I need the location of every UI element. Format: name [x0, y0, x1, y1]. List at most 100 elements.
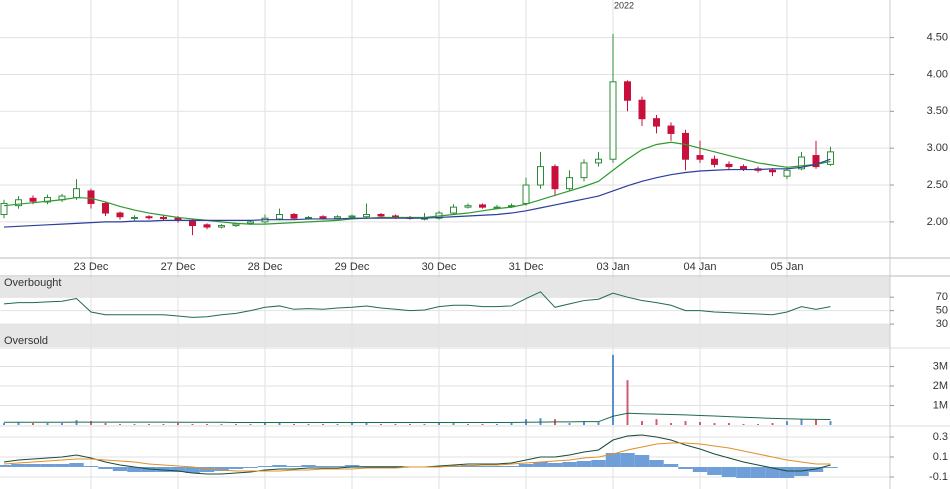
macd-histogram-bar: [0, 465, 12, 467]
volume-bar: [293, 424, 295, 425]
volume-bar: [670, 423, 672, 425]
oversold-label: Oversold: [4, 335, 48, 347]
year-label: 2022: [614, 0, 634, 10]
y-tick-label: 0.1: [933, 451, 948, 463]
y-tick-label: 0.3: [933, 431, 948, 443]
candle-body: [464, 205, 472, 208]
candle-body: [580, 162, 588, 179]
candle-body: [812, 155, 820, 168]
candle-body: [160, 216, 167, 219]
volume-bar: [496, 424, 498, 425]
candle-body: [44, 197, 51, 203]
volume-bar: [423, 424, 426, 425]
volume-bar: [510, 423, 513, 425]
candle-body: [522, 184, 530, 204]
volume-bar: [351, 423, 353, 425]
volume-bar: [612, 354, 614, 425]
candle-body: [348, 215, 356, 218]
macd-histogram-bar: [69, 463, 84, 467]
candle-body: [73, 188, 80, 199]
volume-bar: [568, 423, 571, 425]
macd-histogram-bar: [11, 464, 26, 467]
candle-body: [624, 81, 631, 101]
macd-histogram-bar: [214, 467, 229, 471]
macd-histogram-bar: [707, 467, 722, 475]
x-tick-label: 03 Jan: [596, 261, 629, 273]
candle-body: [29, 197, 37, 202]
macd-histogram-bar: [649, 460, 664, 467]
x-tick-label: 28 Dec: [248, 261, 283, 273]
candle-body: [450, 206, 457, 214]
volume-bar: [583, 421, 585, 425]
volume-bar: [61, 423, 63, 425]
y-tick-label: 2.00: [927, 216, 948, 228]
candle-body: [595, 158, 602, 164]
volume-bar: [655, 419, 658, 425]
candle-body: [218, 225, 225, 228]
overbought-band: [0, 277, 890, 297]
candle-body: [319, 216, 327, 219]
y-tick-label: -0.1: [929, 471, 948, 483]
volume-bar: [162, 424, 165, 425]
volume-bar: [597, 422, 600, 425]
volume-bar: [336, 424, 339, 425]
macd-histogram-bar: [634, 455, 650, 467]
x-tick-label: 30 Dec: [422, 261, 457, 273]
y-tick-label: 2M: [933, 380, 948, 392]
volume-bar: [133, 424, 136, 425]
volume-bar: [641, 421, 643, 425]
grid: [0, 0, 890, 489]
macd-histogram-bar: [228, 467, 244, 469]
oscillator-line: [3, 291, 831, 318]
volume-bar: [264, 423, 266, 425]
macd-histogram-bar: [750, 467, 766, 478]
volume-bar: [17, 422, 20, 425]
candle-body: [0, 202, 8, 216]
x-tick-label: 27 Dec: [161, 261, 196, 273]
volume-average-line: [4, 412, 831, 423]
macd-histogram-bar: [185, 467, 200, 473]
volume-bar: [438, 423, 440, 425]
macd-histogram-bar: [489, 466, 505, 467]
volume-bar: [119, 424, 121, 425]
macd-histogram-bar: [605, 453, 621, 467]
candle-body: [609, 81, 617, 160]
x-tick-label: 31 Dec: [509, 261, 544, 273]
candle-body: [102, 202, 109, 214]
candle-body: [783, 169, 791, 177]
volume-bar: [699, 422, 701, 425]
volume-bar: [684, 421, 687, 425]
volume-bar: [467, 424, 469, 425]
y-tick-label: 3M: [933, 360, 948, 372]
candle-body: [116, 212, 124, 218]
y-tick-label: 3.50: [927, 105, 948, 117]
x-tick-label: 23 Dec: [74, 261, 109, 273]
volume-bar: [713, 423, 716, 425]
macd-histogram-bar: [518, 464, 534, 467]
volume-bar: [46, 423, 49, 425]
macd-histogram-bar: [243, 467, 258, 468]
volume-bar: [452, 423, 455, 425]
macd-histogram-bar: [25, 464, 41, 467]
candle-body: [798, 156, 805, 170]
x-tick-label: 29 Dec: [335, 261, 370, 273]
candle-body: [189, 219, 196, 227]
macd-histogram-bar: [344, 465, 360, 467]
candle-body: [334, 216, 341, 219]
volume-bar: [307, 424, 310, 425]
candle-body: [566, 177, 573, 190]
x-tick-label: 05 Jan: [770, 261, 803, 273]
candle-body: [377, 214, 385, 217]
macd-histogram-bar: [315, 466, 331, 467]
volume-bar: [3, 423, 5, 425]
macd-histogram-bar: [301, 465, 316, 467]
moving-average-line: [3, 158, 831, 228]
candle-body: [725, 163, 733, 168]
volume-bar: [90, 421, 92, 425]
macd-histogram-bar: [562, 462, 577, 467]
macd-histogram-bar: [765, 467, 780, 478]
macd-histogram-bar: [330, 466, 345, 467]
volume-bar: [322, 424, 324, 425]
y-tick-label: 70: [936, 291, 948, 303]
